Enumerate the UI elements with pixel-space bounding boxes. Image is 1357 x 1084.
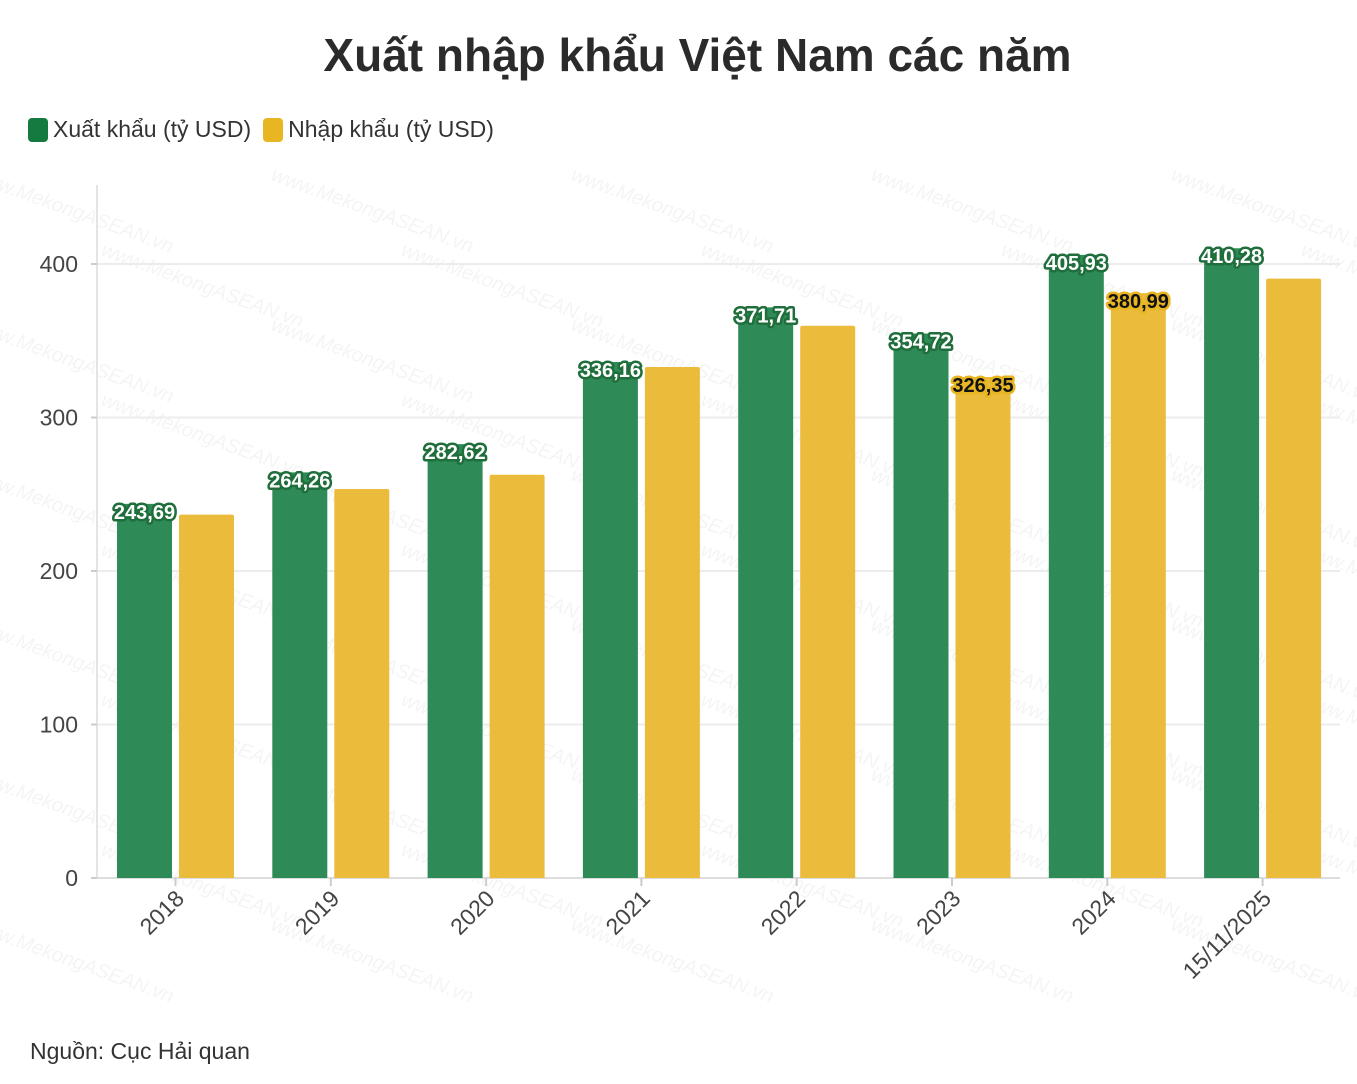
data-label-import: 380,99 bbox=[1108, 291, 1169, 313]
bar-export bbox=[1204, 248, 1260, 878]
watermark-text: www.MekongASEAN.vn bbox=[1168, 464, 1357, 558]
watermark-text: www.MekongASEAN.vn bbox=[0, 164, 176, 258]
bar-import bbox=[1266, 278, 1322, 878]
bar-import bbox=[955, 377, 1011, 878]
y-tick-label: 100 bbox=[40, 712, 78, 738]
data-label-export: 410,28 bbox=[1201, 246, 1262, 268]
legend-item-import[interactable]: Nhập khẩu (tỷ USD) bbox=[263, 116, 494, 143]
watermark-text: www.MekongASEAN.vn bbox=[1168, 614, 1357, 708]
watermark-text: www.MekongASEAN.vn bbox=[568, 164, 776, 258]
bar-export bbox=[272, 472, 328, 878]
watermark-text: www.MekongASEAN.vn bbox=[268, 164, 476, 258]
watermark-text: www.MekongASEAN.vn bbox=[1168, 164, 1357, 258]
data-label-export: 282,62 bbox=[425, 442, 486, 464]
watermark-text: www.MekongASEAN.vn bbox=[868, 914, 1076, 1008]
bar-import bbox=[489, 474, 545, 878]
legend-label-import: Nhập khẩu (tỷ USD) bbox=[288, 116, 494, 142]
bar-import bbox=[334, 489, 390, 878]
x-tick-label: 2018 bbox=[134, 885, 189, 940]
source-note: Nguồn: Cục Hải quan bbox=[30, 1038, 250, 1064]
bars-layer bbox=[117, 248, 1322, 879]
bar-export bbox=[1048, 254, 1104, 878]
watermark-text: www.MekongASEAN.vn bbox=[0, 314, 176, 408]
chart-legend: Xuất khẩu (tỷ USD) Nhập khẩu (tỷ USD) bbox=[28, 116, 506, 143]
legend-swatch-import bbox=[263, 117, 284, 142]
data-label-export: 405,93 bbox=[1046, 253, 1107, 275]
bar-import bbox=[1110, 293, 1166, 878]
chart-title: Xuất nhập khẩu Việt Nam các năm bbox=[323, 29, 1072, 81]
bar-import bbox=[179, 514, 234, 878]
bar-export bbox=[427, 444, 483, 878]
watermark-text: www.MekongASEAN.vn bbox=[1168, 764, 1357, 858]
watermark-text: www.MekongASEAN.vn bbox=[568, 914, 776, 1008]
bar-export bbox=[582, 361, 638, 878]
watermark-text: www.MekongASEAN.vn bbox=[868, 164, 1076, 258]
legend-item-export[interactable]: Xuất khẩu (tỷ USD) bbox=[28, 116, 251, 143]
label-layer: 243,69 264,26 282,62 336,16 371,71 354,72326,… bbox=[111, 244, 1264, 527]
bar-export bbox=[738, 307, 794, 878]
data-label-export: 354,72 bbox=[890, 332, 951, 354]
bar-import bbox=[800, 325, 856, 878]
data-label-export: 243,69 bbox=[114, 502, 175, 524]
chart-plot: www.MekongASEAN.vn www.MekongASEAN.vn www.… bbox=[0, 164, 1357, 1008]
data-label-import: 326,35 bbox=[952, 375, 1013, 397]
y-tick-label: 0 bbox=[65, 865, 78, 891]
bar-export bbox=[893, 333, 949, 879]
watermark-text: www.MekongASEAN.vn bbox=[268, 314, 476, 408]
bar-import bbox=[644, 366, 700, 878]
watermark-text: www.MekongASEAN.vn bbox=[1168, 314, 1357, 408]
legend-swatch-export bbox=[28, 117, 48, 142]
y-tick-label: 200 bbox=[40, 558, 78, 584]
data-label-export: 371,71 bbox=[735, 305, 796, 327]
data-label-export: 336,16 bbox=[580, 360, 641, 382]
y-tick-label: 300 bbox=[40, 405, 78, 431]
bar-export bbox=[117, 503, 172, 878]
y-tick-label: 400 bbox=[40, 251, 78, 277]
legend-label-export: Xuất khẩu (tỷ USD) bbox=[53, 116, 252, 142]
data-label-export: 264,26 bbox=[269, 470, 330, 492]
